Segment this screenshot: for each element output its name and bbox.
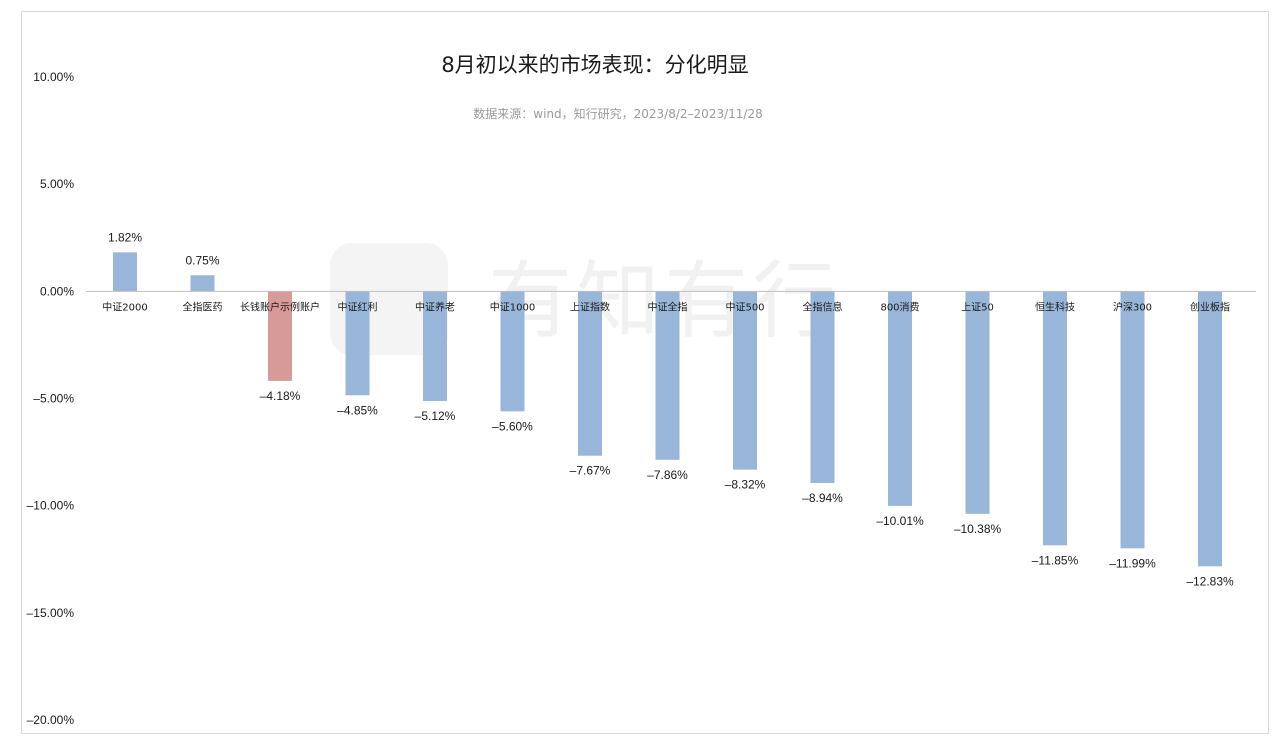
y-tick-label: –20.00% bbox=[27, 713, 75, 727]
bar bbox=[113, 252, 137, 292]
x-category-label: 长钱账户示例账户 bbox=[240, 300, 320, 313]
data-label: –4.18% bbox=[260, 389, 301, 403]
bar bbox=[733, 291, 757, 470]
data-label: –10.38% bbox=[954, 522, 1002, 536]
bar bbox=[965, 291, 990, 514]
x-category-label: 中证养老 bbox=[415, 300, 455, 313]
x-category-label: 中证500 bbox=[725, 300, 764, 313]
y-tick-label: 0.00% bbox=[40, 284, 74, 298]
chart-subtitle: 数据来源：wind，知行研究，2023/8/2–2023/11/28 bbox=[473, 106, 762, 121]
data-label: –8.94% bbox=[802, 491, 843, 505]
data-label: –12.83% bbox=[1186, 574, 1234, 588]
data-label: –4.85% bbox=[337, 403, 378, 417]
data-label: –10.01% bbox=[876, 514, 924, 528]
y-tick-label: –5.00% bbox=[33, 392, 74, 406]
bar bbox=[190, 275, 215, 292]
bar bbox=[1043, 291, 1067, 546]
x-category-label: 创业板指 bbox=[1190, 300, 1230, 313]
y-axis: 10.00% 5.00% 0.00% –5.00% –10.00% –15.00% –20.… bbox=[27, 70, 75, 727]
y-tick-label: 5.00% bbox=[40, 177, 74, 191]
chart-title: 8月初以来的市场表现：分化明显 bbox=[441, 53, 748, 77]
data-label: –5.12% bbox=[415, 409, 456, 423]
x-category-label: 全指医药 bbox=[183, 300, 223, 313]
x-category-label: 800消费 bbox=[880, 300, 919, 313]
x-category-label: 上证50 bbox=[961, 301, 994, 313]
data-label: –7.67% bbox=[570, 464, 611, 478]
x-axis-labels: 中证2000 全指医药 长钱账户示例账户 中证红利 中证养老 中证1000 上证指数 中证全指… bbox=[102, 300, 1230, 313]
x-category-label: 中证2000 bbox=[102, 300, 147, 313]
chart-frame bbox=[21, 11, 1269, 734]
bar bbox=[423, 291, 447, 402]
y-tick-label: –15.00% bbox=[27, 606, 75, 620]
bar bbox=[888, 291, 912, 506]
bar bbox=[1120, 291, 1145, 549]
bar bbox=[268, 291, 292, 381]
bar bbox=[578, 291, 602, 456]
x-category-label: 中证全指 bbox=[648, 300, 688, 313]
bar bbox=[655, 291, 680, 460]
bar bbox=[500, 291, 525, 412]
x-category-label: 中证红利 bbox=[338, 300, 378, 313]
bars-group bbox=[113, 252, 1222, 567]
x-category-label: 中证1000 bbox=[490, 300, 535, 313]
data-label: 1.82% bbox=[108, 230, 142, 244]
data-label: –7.86% bbox=[647, 468, 688, 482]
x-category-label: 全指信息 bbox=[803, 300, 843, 313]
data-label: –8.32% bbox=[725, 478, 766, 492]
data-label: –5.60% bbox=[492, 419, 533, 433]
bar bbox=[1198, 291, 1222, 567]
x-category-label: 上证指数 bbox=[570, 300, 610, 313]
y-tick-label: –10.00% bbox=[27, 499, 75, 513]
bar bbox=[345, 291, 370, 396]
data-labels: 1.82% 0.75% –4.18% –4.85% –5.12% –5.60% –7.67%… bbox=[108, 230, 1234, 588]
data-label: –11.85% bbox=[1032, 553, 1079, 567]
x-category-label: 恒生科技 bbox=[1035, 300, 1075, 313]
data-label: 0.75% bbox=[185, 253, 219, 267]
bar bbox=[810, 291, 835, 483]
x-category-label: 沪深300 bbox=[1113, 300, 1152, 313]
data-label: –11.99% bbox=[1109, 556, 1156, 570]
y-tick-label: 10.00% bbox=[33, 70, 74, 84]
